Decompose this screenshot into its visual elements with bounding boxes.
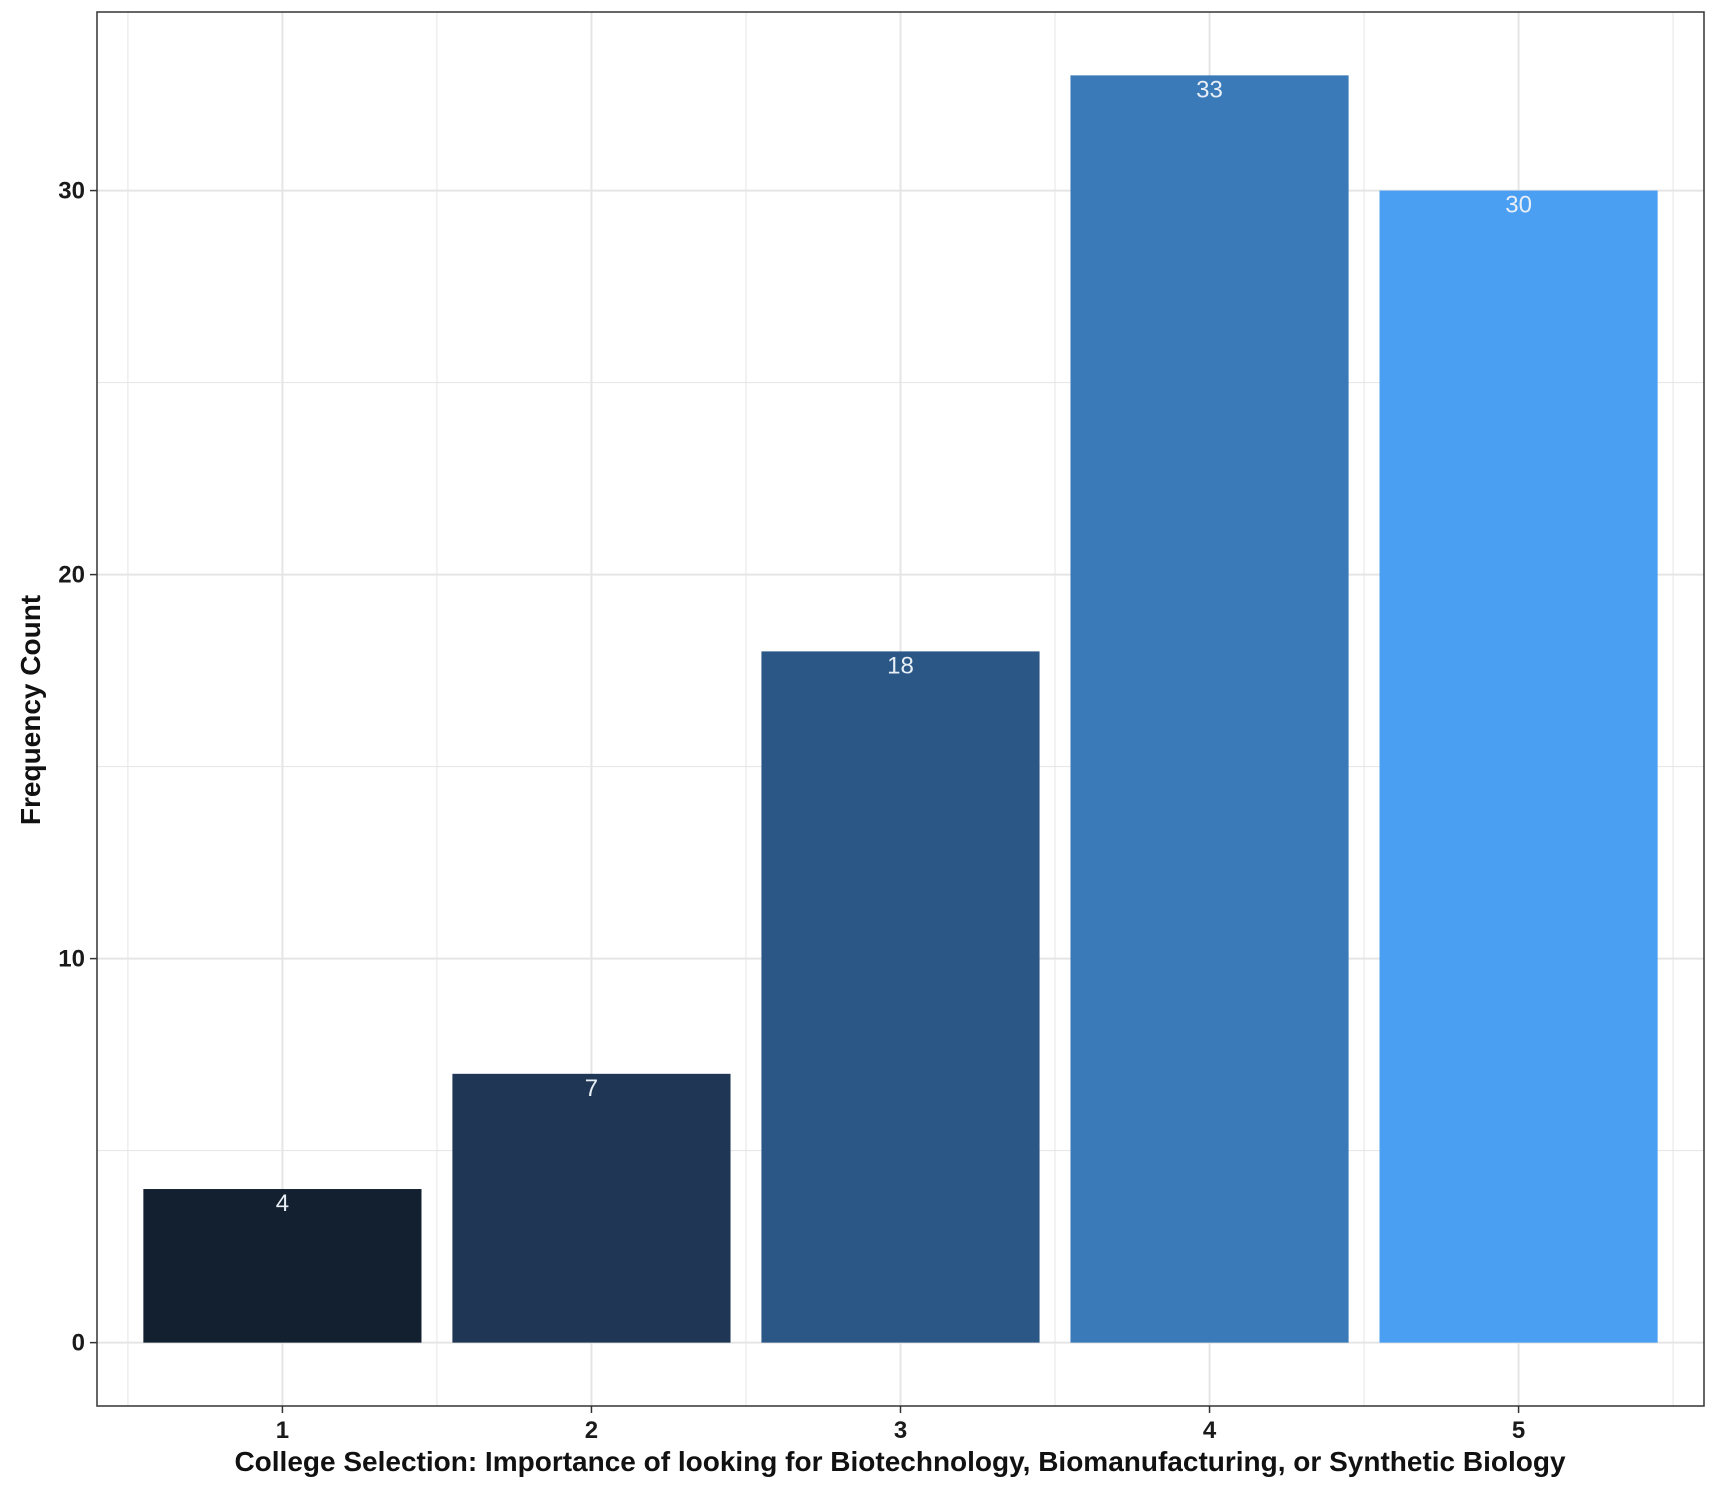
bars xyxy=(143,75,1658,1343)
bar-2 xyxy=(452,1073,731,1343)
bar-1 xyxy=(143,1189,422,1343)
x-tick-label: 4 xyxy=(1203,1417,1217,1444)
bar-5 xyxy=(1379,190,1658,1343)
axis-tick-labels: 0 10 20 30 1 2 3 4 5 xyxy=(58,178,1525,1444)
y-tick-label: 20 xyxy=(58,562,85,589)
y-tick-label: 10 xyxy=(58,946,85,973)
bar-4 xyxy=(1070,75,1349,1343)
x-tick-label: 2 xyxy=(585,1417,598,1444)
y-tick-label: 30 xyxy=(58,178,85,205)
x-tick-label: 3 xyxy=(894,1417,907,1444)
bar-value-label-1: 4 xyxy=(276,1190,289,1217)
y-tick-label: 0 xyxy=(72,1330,85,1357)
x-tick-label: 1 xyxy=(276,1417,289,1444)
bar-3 xyxy=(761,651,1040,1343)
bar-value-label-2: 7 xyxy=(585,1075,598,1102)
bar-value-label-3: 18 xyxy=(887,652,914,679)
bar-value-label-5: 30 xyxy=(1505,192,1532,219)
y-axis-title: Frequency Count xyxy=(15,595,46,825)
axis-ticks xyxy=(90,189,1520,1413)
bar-value-labels: 4 7 18 33 30 xyxy=(276,76,1532,1217)
bar-value-label-4: 33 xyxy=(1196,76,1223,103)
x-axis-title: College Selection: Importance of looking… xyxy=(234,1446,1566,1477)
x-tick-label: 5 xyxy=(1512,1417,1525,1444)
